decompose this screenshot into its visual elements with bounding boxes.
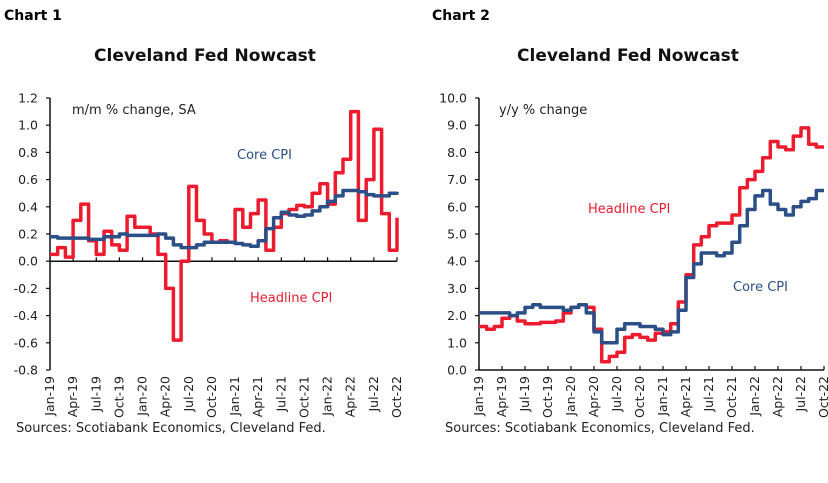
x-tick-label: Jan-20 — [563, 376, 578, 417]
y-tick-label: 8.0 — [447, 145, 467, 160]
core-cpi-line — [50, 188, 399, 250]
y-tick-label: 7.0 — [447, 172, 467, 187]
x-tick-label: Oct-19 — [540, 376, 555, 418]
x-tick-label: Oct-21 — [724, 376, 739, 418]
y-tick-label: 9.0 — [447, 118, 467, 133]
x-tick-label: Apr-22 — [343, 376, 358, 417]
chart-2-source: Sources: Scotiabank Economics, Cleveland… — [445, 421, 755, 436]
x-tick-label: Apr-20 — [586, 376, 601, 417]
x-tick-label: Jan-22 — [320, 376, 335, 417]
chart-2: Chart 2 Cleveland Fed Nowcast y/y % chan… — [432, 8, 828, 436]
chart-2-headline-label: Headline CPI — [588, 202, 670, 217]
x-tick-label: Apr-20 — [158, 376, 173, 417]
chart-2-title: Cleveland Fed Nowcast — [517, 46, 739, 66]
x-tick-label: Apr-19 — [494, 376, 509, 417]
y-tick-label: 0.0 — [447, 363, 467, 378]
x-tick-label: Oct-20 — [632, 376, 647, 418]
x-tick-label: Oct-19 — [111, 376, 126, 418]
y-tick-label: 2.0 — [447, 308, 467, 323]
x-tick-label: Apr-22 — [770, 376, 785, 417]
x-tick-label: Jul-22 — [793, 376, 808, 413]
y-tick-label: 1.0 — [18, 118, 38, 133]
chart-2-core-label: Core CPI — [733, 280, 788, 295]
chart-1-unit-note: m/m % change, SA — [72, 103, 196, 118]
x-tick-label: Jul-20 — [181, 376, 196, 413]
chart-1: Chart 1 Cleveland Fed Nowcast m/m % chan… — [4, 8, 404, 436]
chart-1-source: Sources: Scotiabank Economics, Cleveland… — [16, 421, 326, 436]
x-tick-label: Jan-22 — [747, 376, 762, 417]
x-tick-label: Oct-22 — [389, 376, 404, 418]
x-tick-label: Jul-19 — [88, 376, 103, 413]
y-tick-label: -0.8 — [14, 363, 38, 378]
x-tick-label: Jul-21 — [273, 376, 288, 413]
chart-1-core-label: Core CPI — [237, 148, 292, 163]
x-tick-label: Apr-19 — [65, 376, 80, 417]
y-tick-label: 0.0 — [18, 254, 38, 269]
x-tick-label: Oct-22 — [816, 376, 828, 418]
y-tick-label: 0.4 — [18, 199, 38, 214]
x-tick-label: Oct-21 — [296, 376, 311, 418]
y-tick-label: 10.0 — [439, 91, 467, 106]
y-tick-label: 3.0 — [447, 281, 467, 296]
y-tick-label: -0.4 — [14, 308, 38, 323]
y-tick-label: -0.2 — [14, 281, 38, 296]
chart-2-label: Chart 2 — [432, 8, 490, 24]
x-tick-label: Jul-21 — [701, 376, 716, 413]
x-tick-label: Apr-21 — [250, 376, 265, 417]
y-tick-label: 5.0 — [447, 227, 467, 242]
headline-cpi-line — [50, 109, 399, 342]
x-tick-label: Jul-20 — [609, 376, 624, 413]
chart-2-unit-note: y/y % change — [499, 103, 587, 118]
y-tick-label: 4.0 — [447, 254, 467, 269]
headline-cpi-line — [479, 126, 824, 364]
y-tick-label: 1.0 — [447, 335, 467, 350]
y-tick-label: 0.6 — [18, 172, 38, 187]
x-tick-label: Apr-21 — [678, 376, 693, 417]
x-tick-label: Jan-19 — [42, 376, 57, 417]
chart-1-headline-label: Headline CPI — [250, 291, 332, 306]
x-tick-label: Jan-21 — [655, 376, 670, 417]
y-tick-label: 0.2 — [18, 227, 38, 242]
y-tick-label: 6.0 — [447, 199, 467, 214]
y-tick-label: 0.8 — [18, 145, 38, 160]
y-tick-label: -0.6 — [14, 335, 38, 350]
y-tick-label: 1.2 — [18, 91, 38, 106]
chart-1-title: Cleveland Fed Nowcast — [94, 46, 316, 66]
x-tick-label: Jul-22 — [366, 376, 381, 413]
x-tick-label: Oct-20 — [204, 376, 219, 418]
x-tick-label: Jan-21 — [227, 376, 242, 417]
chart-1-label: Chart 1 — [4, 8, 62, 24]
x-tick-label: Jan-20 — [135, 376, 150, 417]
x-tick-label: Jul-19 — [517, 376, 532, 413]
x-tick-label: Jan-19 — [471, 376, 486, 417]
